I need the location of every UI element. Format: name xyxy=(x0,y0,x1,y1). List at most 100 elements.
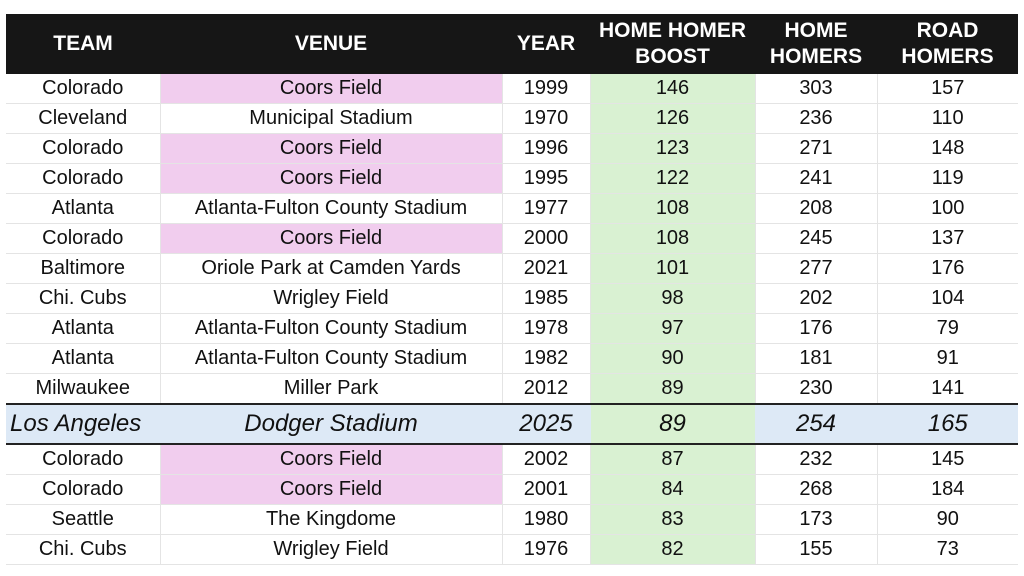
team-cell: Atlanta xyxy=(6,313,161,344)
table-row: Atlanta Atlanta-Fulton County Stadium 19… xyxy=(6,343,1018,374)
team-cell: Los Angeles xyxy=(6,403,161,445)
header-venue-label: VENUE xyxy=(294,32,368,55)
home-homers-cell: 254 xyxy=(755,403,878,445)
home-homer-boost-table: TEAM VENUE YEAR HOME HOMER BOOST HOME HOME… xyxy=(6,14,1018,565)
header-home-line2: HOMERS xyxy=(769,45,863,68)
road-homers-cell: 100 xyxy=(877,193,1018,224)
table-body: Colorado Coors Field 1999 146 303 157 Cl… xyxy=(6,74,1018,565)
road-homers-cell: 79 xyxy=(877,313,1018,344)
boost-cell: 89 xyxy=(590,373,756,405)
road-homers-cell: 90 xyxy=(877,504,1018,535)
home-homers-cell: 202 xyxy=(755,283,878,314)
venue-cell: Miller Park xyxy=(160,373,503,405)
team-cell: Colorado xyxy=(6,444,161,475)
road-homers-cell: 110 xyxy=(877,103,1018,134)
header-home-homers: HOME HOMERS xyxy=(755,14,877,74)
venue-cell: Wrigley Field xyxy=(160,283,503,314)
venue-cell: The Kingdome xyxy=(160,504,503,535)
header-team-label: TEAM xyxy=(53,32,113,55)
table-row: Seattle The Kingdome 1980 83 173 90 xyxy=(6,504,1018,535)
year-cell: 2001 xyxy=(502,474,591,505)
home-homers-cell: 303 xyxy=(755,74,878,104)
team-cell: Milwaukee xyxy=(6,373,161,405)
table-row: Colorado Coors Field 1995 122 241 119 xyxy=(6,163,1018,194)
header-home-homer-boost: HOME HOMER BOOST xyxy=(590,14,755,74)
header-year: YEAR xyxy=(502,14,590,74)
header-venue: VENUE xyxy=(160,14,502,74)
highlighted-table-row: Los Angeles Dodger Stadium 2025 89 254 1… xyxy=(6,403,1018,445)
venue-cell: Coors Field xyxy=(160,133,503,164)
venue-cell: Dodger Stadium xyxy=(160,403,503,445)
boost-cell: 108 xyxy=(590,223,756,254)
year-cell: 1980 xyxy=(502,504,591,535)
home-homer-boost-table-container: TEAM VENUE YEAR HOME HOMER BOOST HOME HOME… xyxy=(6,14,1018,565)
team-cell: Colorado xyxy=(6,474,161,505)
team-cell: Chi. Cubs xyxy=(6,534,161,565)
road-homers-cell: 157 xyxy=(877,74,1018,104)
road-homers-cell: 141 xyxy=(877,373,1018,405)
year-cell: 2021 xyxy=(502,253,591,284)
boost-cell: 101 xyxy=(590,253,756,284)
team-cell: Colorado xyxy=(6,163,161,194)
year-cell: 1982 xyxy=(502,343,591,374)
header-team: TEAM xyxy=(6,14,160,74)
table-row: Colorado Coors Field 2002 87 232 145 xyxy=(6,444,1018,475)
venue-cell: Wrigley Field xyxy=(160,534,503,565)
table-row: Colorado Coors Field 1996 123 271 148 xyxy=(6,133,1018,164)
team-cell: Cleveland xyxy=(6,103,161,134)
boost-cell: 87 xyxy=(590,444,756,475)
boost-cell: 123 xyxy=(590,133,756,164)
table-row: Milwaukee Miller Park 2012 89 230 141 xyxy=(6,373,1018,405)
table-row: Baltimore Oriole Park at Camden Yards 20… xyxy=(6,253,1018,284)
header-row: TEAM VENUE YEAR HOME HOMER BOOST HOME HOME… xyxy=(6,14,1018,74)
venue-cell: Oriole Park at Camden Yards xyxy=(160,253,503,284)
table-row: Atlanta Atlanta-Fulton County Stadium 19… xyxy=(6,193,1018,224)
year-cell: 2000 xyxy=(502,223,591,254)
road-homers-cell: 184 xyxy=(877,474,1018,505)
home-homers-cell: 230 xyxy=(755,373,878,405)
year-cell: 1970 xyxy=(502,103,591,134)
venue-cell: Coors Field xyxy=(160,474,503,505)
home-homers-cell: 268 xyxy=(755,474,878,505)
home-homers-cell: 176 xyxy=(755,313,878,344)
team-cell: Chi. Cubs xyxy=(6,283,161,314)
home-homers-cell: 173 xyxy=(755,504,878,535)
venue-cell: Atlanta-Fulton County Stadium xyxy=(160,343,503,374)
table-row: Cleveland Municipal Stadium 1970 126 236… xyxy=(6,103,1018,134)
year-cell: 1995 xyxy=(502,163,591,194)
venue-cell: Atlanta-Fulton County Stadium xyxy=(160,313,503,344)
year-cell: 2025 xyxy=(502,403,591,445)
table-row: Chi. Cubs Wrigley Field 1976 82 155 73 xyxy=(6,534,1018,565)
venue-cell: Municipal Stadium xyxy=(160,103,503,134)
team-cell: Atlanta xyxy=(6,193,161,224)
home-homers-cell: 241 xyxy=(755,163,878,194)
year-cell: 1996 xyxy=(502,133,591,164)
boost-cell: 122 xyxy=(590,163,756,194)
home-homers-cell: 232 xyxy=(755,444,878,475)
team-cell: Colorado xyxy=(6,74,161,104)
team-cell: Baltimore xyxy=(6,253,161,284)
boost-cell: 84 xyxy=(590,474,756,505)
home-homers-cell: 271 xyxy=(755,133,878,164)
home-homers-cell: 208 xyxy=(755,193,878,224)
team-cell: Colorado xyxy=(6,223,161,254)
year-cell: 1977 xyxy=(502,193,591,224)
venue-cell: Coors Field xyxy=(160,163,503,194)
table-row: Colorado Coors Field 2001 84 268 184 xyxy=(6,474,1018,505)
road-homers-cell: 137 xyxy=(877,223,1018,254)
year-cell: 1978 xyxy=(502,313,591,344)
boost-cell: 89 xyxy=(590,403,756,445)
home-homers-cell: 155 xyxy=(755,534,878,565)
home-homers-cell: 277 xyxy=(755,253,878,284)
table-row: Atlanta Atlanta-Fulton County Stadium 19… xyxy=(6,313,1018,344)
venue-cell: Coors Field xyxy=(160,223,503,254)
table-row: Chi. Cubs Wrigley Field 1985 98 202 104 xyxy=(6,283,1018,314)
header-road-line1: ROAD xyxy=(916,19,979,42)
table-row: Colorado Coors Field 2000 108 245 137 xyxy=(6,223,1018,254)
boost-cell: 83 xyxy=(590,504,756,535)
boost-cell: 146 xyxy=(590,74,756,104)
venue-cell: Atlanta-Fulton County Stadium xyxy=(160,193,503,224)
road-homers-cell: 165 xyxy=(877,403,1018,445)
home-homers-cell: 181 xyxy=(755,343,878,374)
boost-cell: 98 xyxy=(590,283,756,314)
